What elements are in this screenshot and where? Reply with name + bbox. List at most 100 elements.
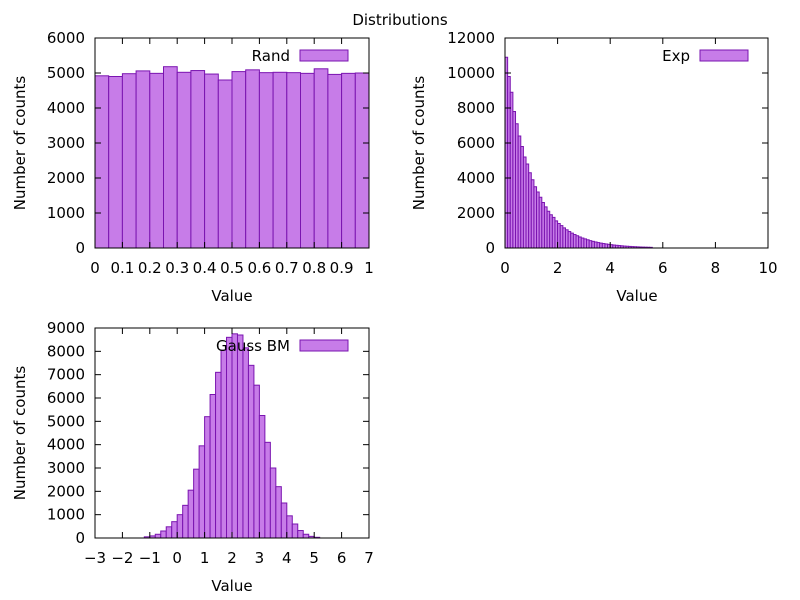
histogram-bar (176, 514, 184, 539)
y-tick-label: 5000 (47, 64, 85, 82)
x-tick-label: 0.3 (165, 259, 189, 277)
x-tick-label: 0.9 (330, 259, 354, 277)
x-tick-label: 0.5 (220, 259, 244, 277)
x-tick-label: 2 (553, 259, 563, 277)
x-tick-label: 4 (282, 549, 292, 567)
y-tick-label: 4000 (457, 169, 495, 187)
x-tick-label: 6 (337, 549, 347, 567)
histogram-bar (149, 72, 165, 249)
histogram-bar (220, 349, 228, 539)
y-tick-label: 0 (75, 529, 85, 547)
histogram-bar (242, 347, 249, 539)
histogram-bar (231, 71, 247, 249)
y-tick-label: 6000 (47, 389, 85, 407)
x-tick-label: −3 (84, 549, 106, 567)
y-tick-label: 12000 (447, 29, 495, 47)
ticks: 0 2 4 6 8 10 0 2000 4000 6000 8000 10000 12000 (447, 29, 777, 277)
histogram-bar (275, 486, 282, 539)
x-tick-label: 0.7 (275, 259, 299, 277)
y-tick-label: 1000 (47, 204, 85, 222)
y-axis-label: Number of counts (11, 76, 29, 211)
bars (94, 66, 370, 249)
histogram-bar (215, 371, 222, 539)
histogram-bar (354, 72, 370, 249)
x-tick-label: 0.4 (193, 259, 217, 277)
x-tick-label: 0.1 (110, 259, 134, 277)
x-tick-label: 5 (309, 549, 319, 567)
ticks: 0 0.1 0.2 0.3 0.4 0.5 0.6 0.7 0.8 0.9 1 0 1000 2000 30… (47, 29, 374, 277)
y-tick-label: 3000 (47, 134, 85, 152)
legend-swatch (299, 339, 349, 352)
x-tick-label: 6 (658, 259, 668, 277)
y-tick-label: 6000 (457, 134, 495, 152)
y-tick-label: 7000 (47, 366, 85, 384)
histogram-bar (253, 384, 260, 539)
x-axis-label: Value (616, 287, 657, 305)
histogram-bar (163, 66, 178, 249)
histogram-bar (247, 364, 255, 539)
histogram-bar (187, 489, 195, 539)
legend-swatch (699, 49, 749, 62)
legend: Gauss BM (216, 337, 349, 355)
histogram-bar (272, 71, 288, 249)
histogram-bar (226, 336, 233, 539)
histogram-bar (269, 467, 277, 539)
histogram-bar (198, 445, 206, 539)
histogram-bar (204, 416, 211, 539)
histogram-bar (245, 69, 260, 249)
bars (143, 333, 321, 539)
y-tick-label: 2000 (47, 169, 85, 187)
histogram-bar (154, 533, 162, 539)
legend-swatch (299, 49, 349, 62)
bars (504, 56, 653, 249)
histogram-bar (165, 526, 173, 539)
histogram-bar (286, 72, 301, 249)
histogram-bar (341, 72, 356, 249)
y-tick-label: 4000 (47, 99, 85, 117)
x-tick-label: −1 (139, 549, 161, 567)
y-tick-label: 10000 (447, 64, 495, 82)
y-tick-label: 9000 (47, 319, 85, 337)
x-tick-label: 10 (758, 259, 777, 277)
histogram-bar (258, 415, 266, 539)
ticks: −3 −2 −1 0 1 2 3 4 5 6 701000200030004000500060007… (47, 319, 374, 567)
x-axis-label: Value (211, 577, 252, 595)
y-tick-label: 5000 (47, 412, 85, 430)
histogram-bar (171, 521, 178, 539)
histogram-bar (108, 76, 123, 249)
histogram-bar (176, 71, 192, 249)
y-tick-label: 0 (485, 239, 495, 257)
x-tick-label: 8 (711, 259, 721, 277)
histogram-bar (204, 73, 219, 249)
y-axis-label: Number of counts (11, 366, 29, 501)
x-tick-label: 0.2 (138, 259, 162, 277)
y-tick-label: 2000 (457, 204, 495, 222)
y-tick-label: 8000 (47, 342, 85, 360)
histogram-bar (280, 502, 288, 539)
histogram-bar (190, 70, 206, 249)
histogram-bar (193, 468, 200, 539)
histogram-bar (182, 504, 189, 539)
histogram-bar (121, 73, 137, 249)
x-tick-label: 0 (500, 259, 510, 277)
x-tick-label: 0.8 (302, 259, 326, 277)
y-tick-label: 3000 (47, 459, 85, 477)
histogram-bar (135, 70, 151, 249)
chart-rand: 0 0.1 0.2 0.3 0.4 0.5 0.6 0.7 0.8 0.9 1 0 1000 2000 30… (11, 29, 374, 305)
x-tick-label: 7 (364, 549, 374, 567)
x-tick-label: 1 (200, 549, 210, 567)
x-tick-label: 0 (172, 549, 182, 567)
y-tick-label: 1000 (47, 506, 85, 524)
chart-gauss: −3 −2 −1 0 1 2 3 4 5 6 701000200030004000500060007… (11, 319, 374, 595)
histogram-bar (209, 394, 217, 539)
y-tick-label: 4000 (47, 436, 85, 454)
y-tick-label: 2000 (47, 482, 85, 500)
histogram-bar (236, 334, 244, 539)
histogram-bar (286, 515, 293, 539)
x-tick-label: −2 (111, 549, 133, 567)
chart-exp: 0 2 4 6 8 10 0 2000 4000 6000 8000 10000 12000 Exp V… (410, 29, 778, 305)
histogram-bar (300, 72, 315, 249)
legend-label: Exp (662, 47, 690, 65)
